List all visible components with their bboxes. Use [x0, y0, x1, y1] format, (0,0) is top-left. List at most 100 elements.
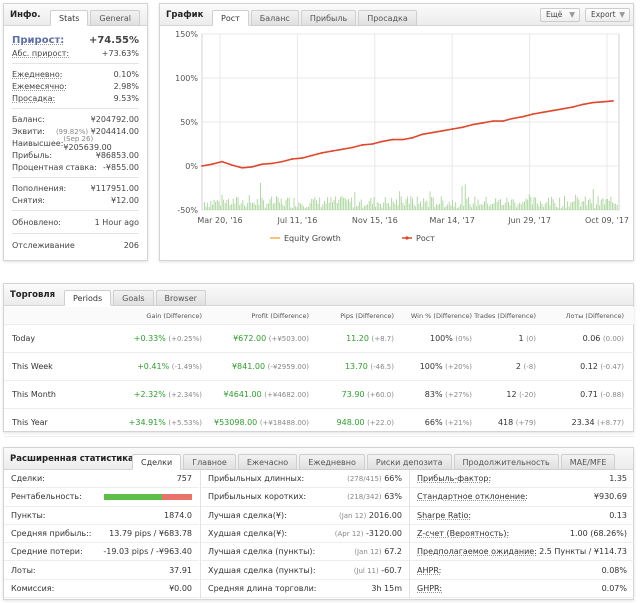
volume-bar	[336, 203, 338, 210]
tab-adv-5[interactable]: Продолжительность	[453, 454, 559, 470]
volume-bar	[580, 206, 581, 210]
export-button[interactable]: Export ▼	[585, 8, 630, 22]
volume-bar	[205, 206, 207, 210]
volume-bar	[572, 202, 573, 210]
trades-diff: (-8)	[523, 363, 536, 371]
daily-value: 0.10%	[113, 69, 139, 79]
col-pips: Pips (Difference)	[340, 312, 394, 320]
tab-adv-2[interactable]: Ежечасно	[237, 454, 298, 470]
trades-diff: (0)	[526, 335, 536, 343]
volume-bar	[221, 194, 223, 210]
stat-label[interactable]: Sharpe Ratio:	[417, 510, 472, 520]
highest-note: (Sep 26)	[63, 135, 94, 143]
profit-diff: (+¥18488.00)	[259, 419, 309, 427]
volume-bar	[450, 205, 452, 210]
volume-bar	[463, 205, 465, 210]
volume-bar	[456, 207, 458, 210]
volume-bar	[399, 191, 401, 210]
volume-bar	[204, 202, 205, 210]
volume-bar	[284, 206, 285, 210]
growth-point	[541, 111, 544, 114]
tab-goals[interactable]: Goals	[113, 290, 154, 306]
volume-bar	[293, 198, 295, 210]
volume-bar	[253, 202, 255, 210]
growth-point	[602, 100, 604, 103]
stat-label[interactable]: Прибыль-фактор:	[417, 474, 492, 484]
volume-bar	[386, 203, 388, 210]
volume-bar	[530, 196, 532, 210]
win-cell: 83% (+27%)	[425, 381, 472, 409]
tab-periods[interactable]: Periods	[64, 290, 112, 306]
stat-label[interactable]: GHPR:	[417, 583, 443, 593]
periods-table: Gain (Difference) Profit (Difference) Pi…	[4, 307, 634, 437]
tab-stats[interactable]: Stats	[50, 10, 89, 26]
lots-cell: 23.34 (+8.77)	[572, 409, 624, 437]
monthly-label[interactable]: Ежемесячно:	[12, 81, 67, 91]
daily-row: Ежедневно: 0.10%	[12, 68, 139, 80]
volume-bar	[228, 198, 229, 210]
tab-adv-0[interactable]: Сделки	[132, 454, 182, 470]
gain-diff: (-1.49%)	[171, 363, 202, 371]
tab-general[interactable]: General	[90, 10, 140, 26]
tab-browser[interactable]: Browser	[155, 290, 206, 306]
win-value: 66%	[424, 418, 443, 427]
stat-value: -60.7	[381, 565, 402, 575]
volume-bar	[576, 197, 578, 210]
stat-note: (Jul 11)	[353, 566, 379, 575]
x-tick-label: Mar 14, '17	[430, 216, 475, 225]
stat-label[interactable]: Предполагаемое ожидание:	[417, 547, 537, 557]
growth-point	[491, 120, 494, 123]
volume-bar	[447, 204, 449, 210]
stat-note: (Jan 12)	[338, 511, 367, 520]
trading-title: Торговля	[10, 290, 56, 300]
volume-bar	[490, 204, 492, 210]
gain-value: +34.91%	[128, 418, 166, 427]
growth-line	[201, 100, 614, 169]
daily-label[interactable]: Ежедневно:	[12, 69, 63, 79]
volume-bar	[333, 199, 335, 210]
stat-row: Худшая сделка(¥): (Apr 12) -3120.00	[201, 525, 409, 544]
lots-diff: (-0.47)	[600, 363, 624, 371]
win-diff: (+21%)	[445, 419, 472, 427]
volume-bar	[325, 203, 327, 210]
growth-chart[interactable]: 150% 100% 50% 0% -50%Mar 20, '16 Jul 11, '16 N…	[160, 26, 634, 261]
tab-drawdown[interactable]: Просадка	[358, 10, 417, 26]
tab-adv-3[interactable]: Ежедневно	[299, 454, 365, 470]
volume-bar	[616, 205, 618, 210]
more-select[interactable]: Ещё ▼	[540, 8, 580, 22]
volume-bar	[546, 201, 548, 210]
stat-label[interactable]: Стандартное отклонение:	[417, 492, 528, 502]
volume-bar	[525, 198, 527, 210]
tab-growth[interactable]: Рост	[212, 10, 249, 26]
growth-point	[431, 131, 434, 134]
tab-adv-6[interactable]: MAE/MFE	[560, 454, 616, 470]
profit-segment	[104, 493, 162, 500]
stat-label[interactable]: Z-счет (Вероятность):	[417, 529, 510, 539]
tab-adv-1[interactable]: Главное	[183, 454, 236, 470]
profit-cell: ¥672.00 (+¥503.00)	[233, 325, 309, 353]
chart-title: График	[166, 10, 204, 20]
volume-bar	[504, 202, 506, 210]
tab-balance[interactable]: Баланс	[250, 10, 299, 26]
volume-bar	[461, 185, 463, 210]
drawdown-label[interactable]: Просадка:	[12, 93, 56, 103]
volume-bar	[410, 196, 412, 210]
chevron-down-icon: ▼	[569, 10, 575, 19]
growth-point	[461, 126, 464, 129]
volume-bar	[536, 203, 538, 210]
gain-label[interactable]: Прирост:	[12, 34, 65, 46]
stat-label: Средняя прибыль::	[11, 529, 92, 539]
tab-adv-4[interactable]: Риски депозита	[366, 454, 452, 470]
tab-profit[interactable]: Прибыль	[300, 10, 357, 26]
volume-bar	[250, 202, 252, 210]
stat-row: Рентабельность:	[4, 488, 199, 507]
volume-bar	[364, 205, 365, 210]
volume-bar	[540, 201, 541, 210]
monthly-value: 2.98%	[113, 81, 139, 91]
volume-bar	[285, 199, 287, 210]
stat-label[interactable]: AHPR:	[417, 565, 442, 575]
volume-bar	[445, 206, 447, 210]
abs-gain-label[interactable]: Абс. прирост:	[12, 48, 70, 58]
more-select-label: Ещё	[546, 10, 563, 19]
volume-bar	[474, 196, 476, 210]
